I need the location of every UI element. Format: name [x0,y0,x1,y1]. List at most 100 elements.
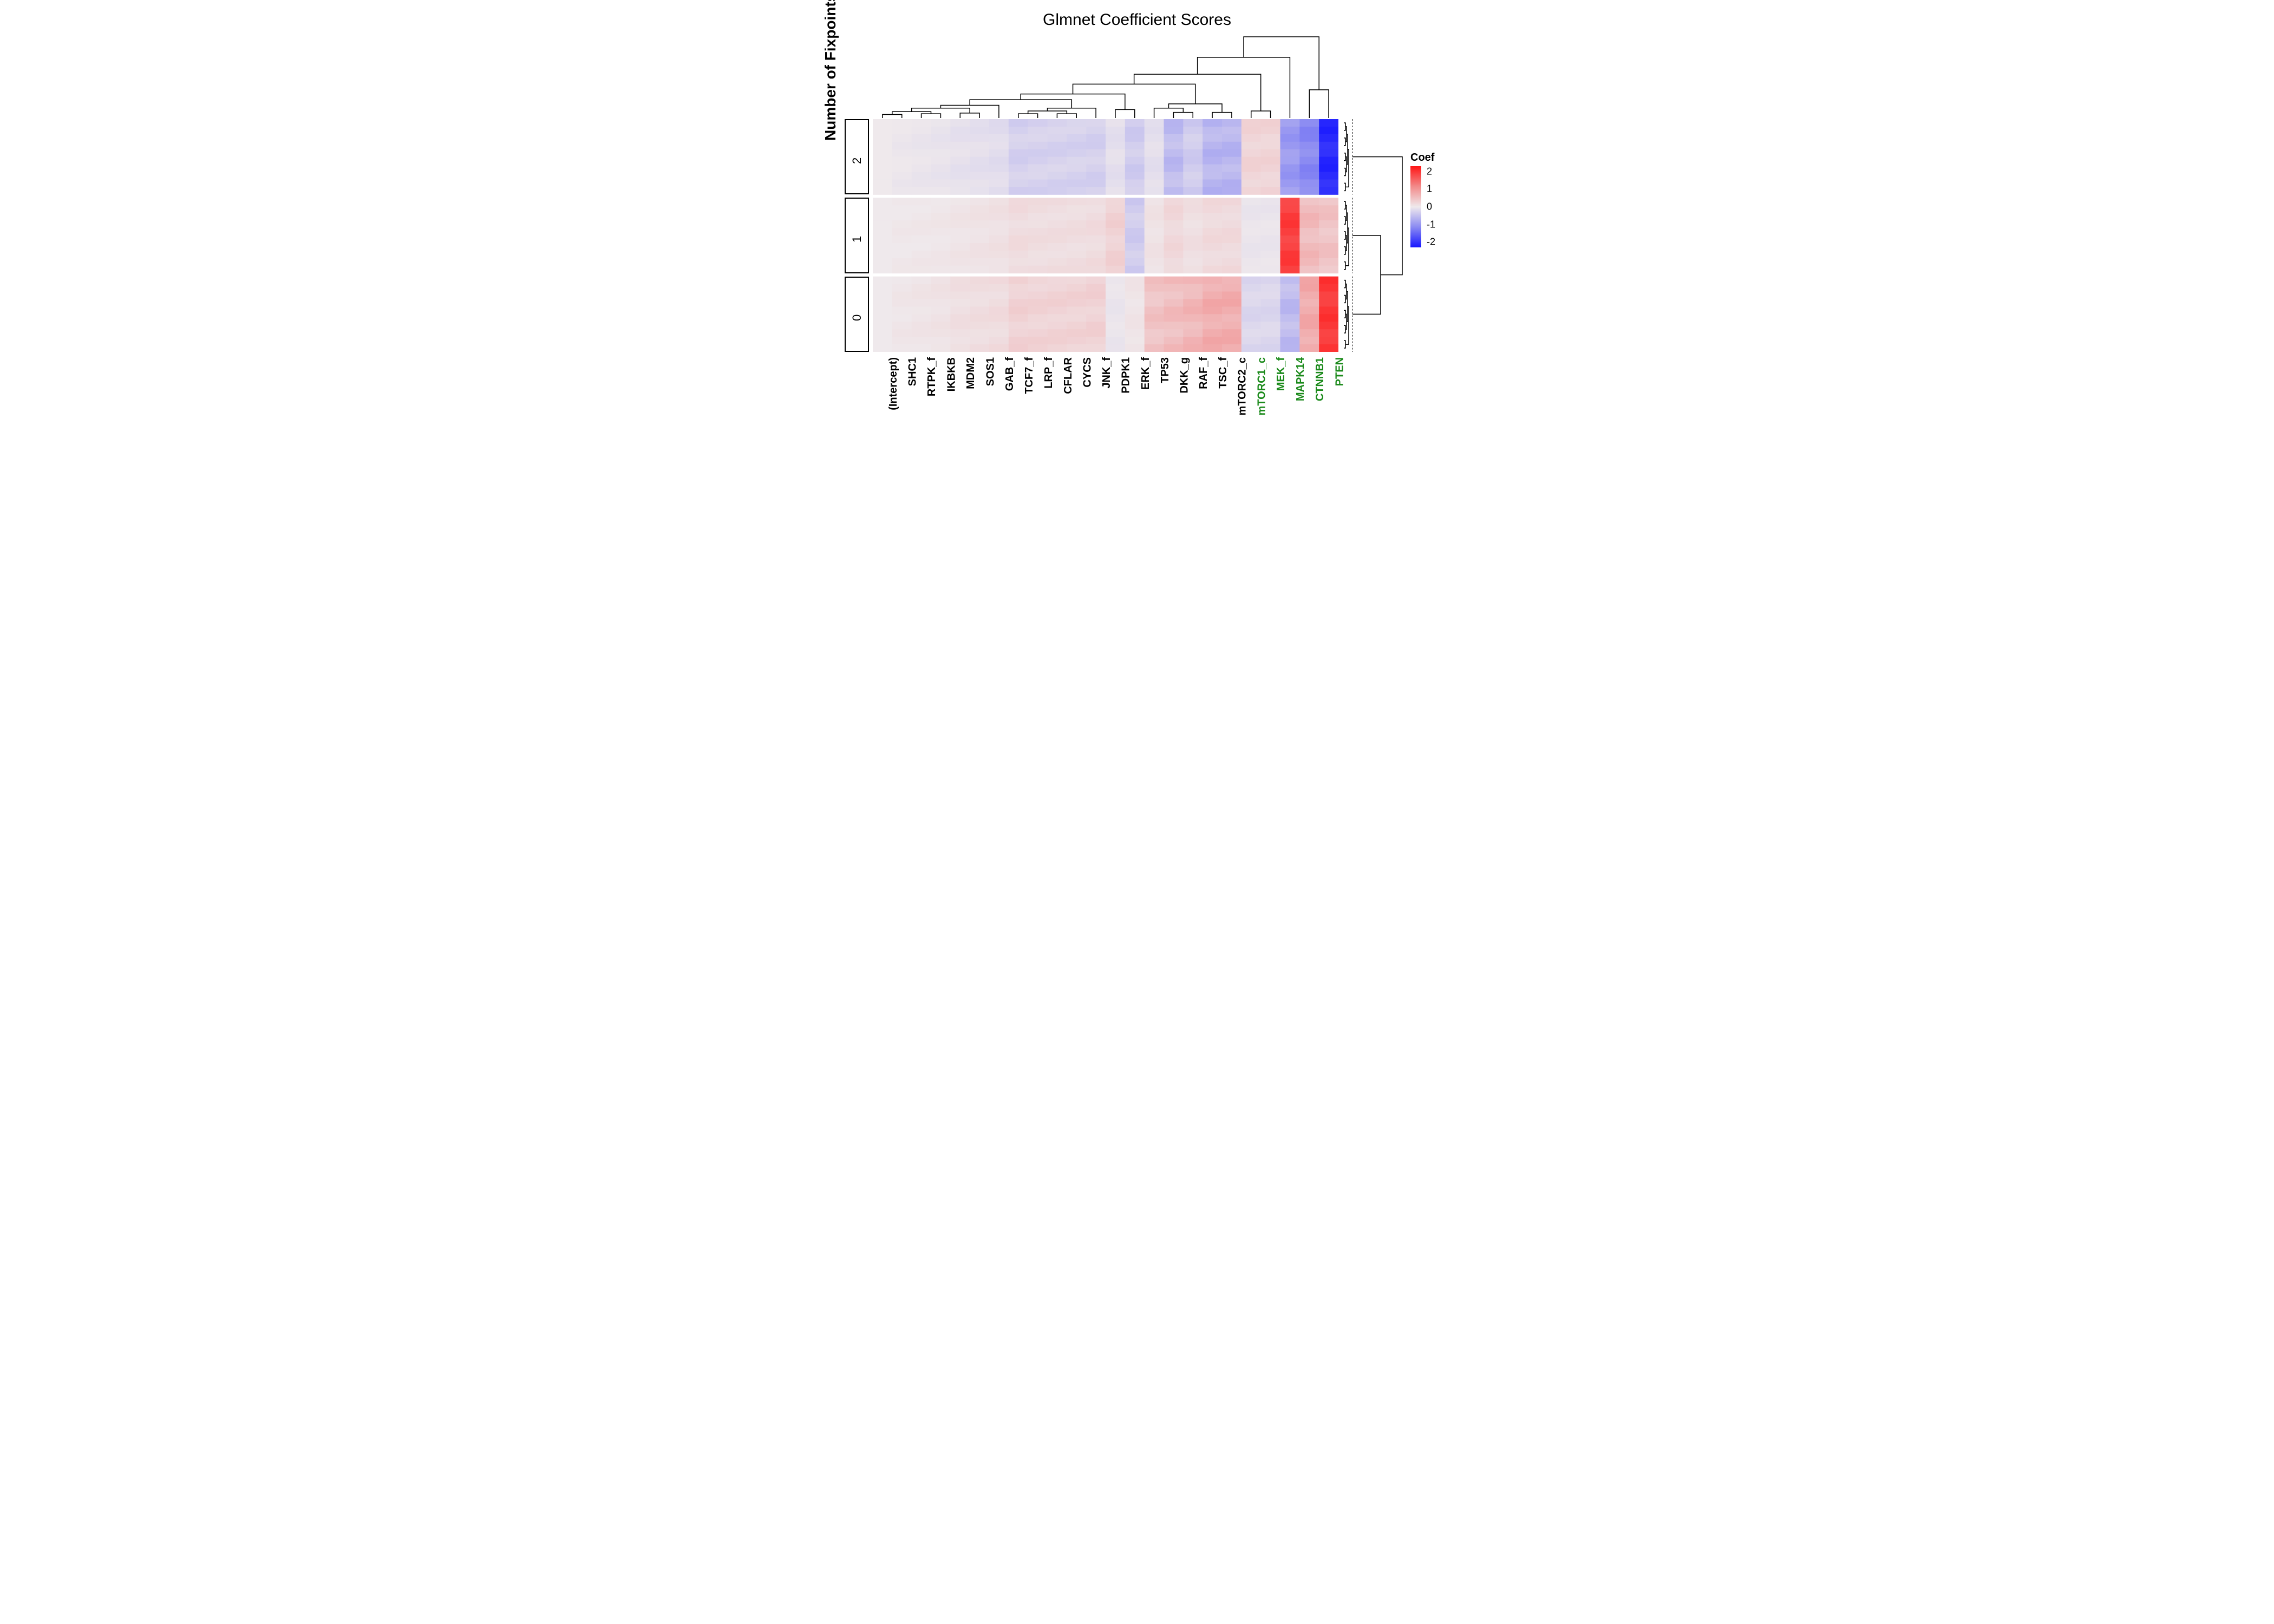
heatmap-cell [1261,157,1280,165]
heatmap-cell [1048,134,1067,142]
heatmap-cell [1145,266,1164,273]
heatmap-cell [1222,235,1241,243]
heatmap-cell [1145,277,1164,284]
heatmap-cell [1164,344,1184,352]
heatmap-cell [1299,314,1319,322]
heatmap-cell [970,220,989,228]
heatmap-cell [970,179,989,187]
heatmap-cell [950,157,970,165]
heatmap-cell [1028,149,1048,157]
heatmap-cell [1299,251,1319,258]
heatmap-cell [1145,179,1164,187]
heatmap-cell [1145,322,1164,329]
color-legend: Coef 210-1-2 [1410,152,1456,247]
heatmap-cell [892,220,912,228]
heatmap-cell [1261,266,1280,273]
heatmap-cell [931,119,951,127]
column-label: SHC1 [907,357,919,386]
heatmap-cell [1048,344,1067,352]
heatmap-cell [1028,142,1048,149]
heatmap-cell [1048,266,1067,273]
heatmap-cell [873,299,892,306]
heatmap-cell [1164,198,1184,205]
heatmap-cell [1280,134,1300,142]
heatmap-cell [1106,292,1125,299]
heatmap-cell [989,284,1009,292]
heatmap-cell [1319,213,1338,220]
heatmap-cell [1028,172,1048,180]
heatmap-cell [931,251,951,258]
heatmap-cell [912,220,931,228]
heatmap-cell [1028,228,1048,235]
heatmap-cell [1241,284,1261,292]
heatmap-cell [1009,284,1028,292]
heatmap-cell [1299,322,1319,329]
heatmap-cell [1203,292,1222,299]
heatmap-cell [970,251,989,258]
heatmap-cell [892,299,912,306]
heatmap-cell [1183,198,1203,205]
heatmap-cell [989,235,1009,243]
heatmap-cell [1241,322,1261,329]
heatmap-cell [873,337,892,344]
heatmap-cell [1299,235,1319,243]
heatmap-cell [1067,292,1086,299]
heatmap-cell [1280,179,1300,187]
heatmap-cell [1145,149,1164,157]
heatmap-cell [1280,277,1300,284]
heatmap-cell [1241,157,1261,165]
heatmap-cell [1086,322,1106,329]
heatmap-cell [1203,165,1222,172]
heatmap-cell [1319,322,1338,329]
heatmap-cell [873,243,892,251]
heatmap-cell [1086,266,1106,273]
heatmap-cell [1203,228,1222,235]
heatmap-cell [1125,119,1145,127]
heatmap-cell [873,329,892,337]
heatmap-cell [1319,157,1338,165]
heatmap-cell [892,198,912,205]
heatmap-cell [1145,142,1164,149]
heatmap-cell [1222,187,1241,194]
heatmap-cell [1183,228,1203,235]
heatmap-cell [1086,119,1106,127]
heatmap-cell [931,277,951,284]
heatmap-cell [1164,213,1184,220]
heatmap-cell [970,292,989,299]
heatmap-cell [970,165,989,172]
heatmap-cell [1009,134,1028,142]
heatmap-cell [912,157,931,165]
heatmap-cell [1009,213,1028,220]
heatmap-cell [931,284,951,292]
heatmap-cell [1125,187,1145,194]
heatmap-cell [1222,172,1241,180]
heatmap-cell [1067,251,1086,258]
heatmap-cell [970,187,989,194]
heatmap-cell [892,187,912,194]
heatmap-cell [873,172,892,180]
heatmap-cell [1009,149,1028,157]
heatmap-cell [1125,266,1145,273]
heatmap-cell [1299,142,1319,149]
heatmap-cell [1164,149,1184,157]
heatmap-cell [912,322,931,329]
heatmap-cell [1261,292,1280,299]
heatmap-cell [1009,337,1028,344]
heatmap-cell [1280,284,1300,292]
heatmap-cell [1028,198,1048,205]
heatmap-cell [1086,127,1106,134]
heatmap-cell [873,157,892,165]
heatmap-cell [1222,292,1241,299]
heatmap-cell [1319,127,1338,134]
heatmap-cell [912,213,931,220]
heatmap-cell [950,198,970,205]
heatmap-cell [912,344,931,352]
heatmap-cell [931,266,951,273]
heatmap-cell [1106,299,1125,306]
heatmap-cell [1241,213,1261,220]
heatmap-cell [1203,284,1222,292]
heatmap-cell [1183,251,1203,258]
column-label: ERK_f [1140,357,1152,390]
heatmap-cell [1048,179,1067,187]
heatmap-cell [1222,198,1241,205]
